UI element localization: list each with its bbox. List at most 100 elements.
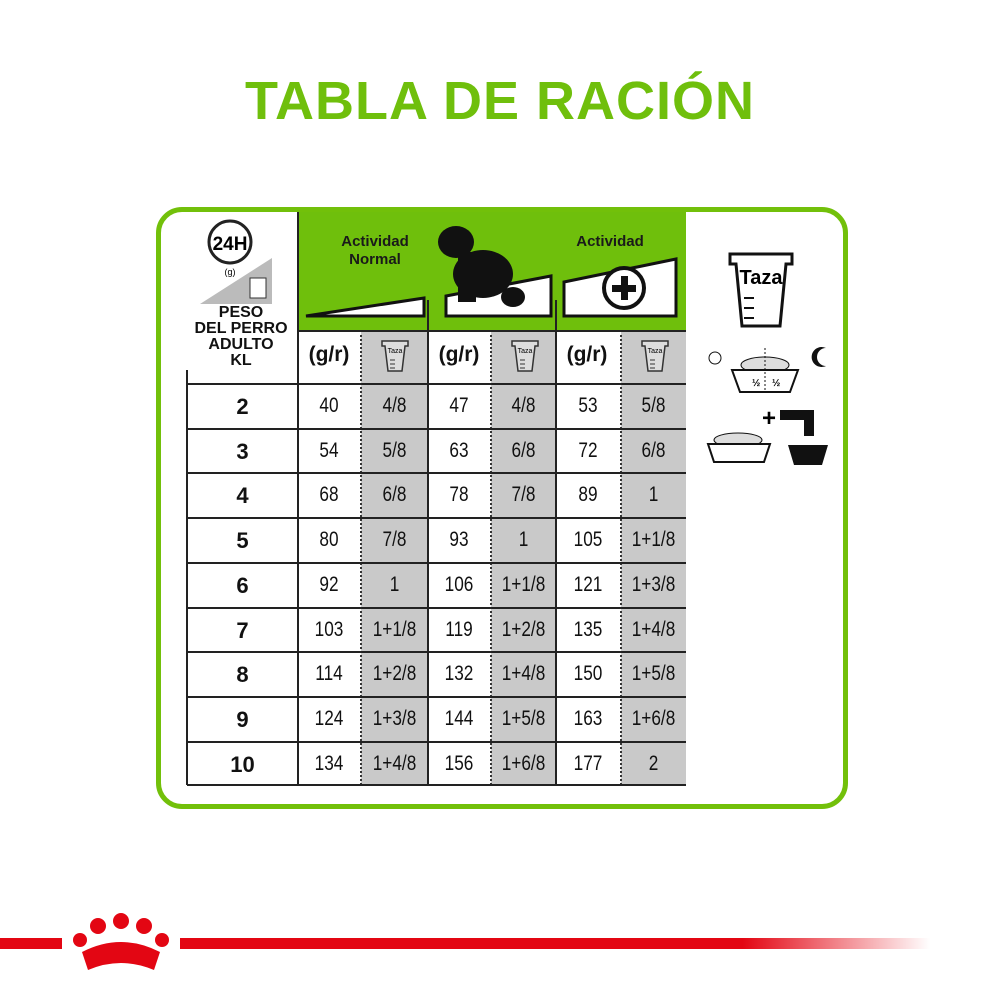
cups-cell: 1+2/8 xyxy=(372,662,417,686)
unit-label: (g/r) xyxy=(438,343,480,366)
label-line: ADULTO xyxy=(208,336,274,353)
brand-bar-right xyxy=(180,938,930,949)
cup-icon: Taza xyxy=(381,340,409,372)
cups-cell: 6/8 xyxy=(382,483,407,507)
cups-cell: 2 xyxy=(648,751,659,775)
dotted-divider xyxy=(360,335,362,785)
label-line: PESO xyxy=(218,304,264,321)
divider xyxy=(555,300,557,785)
svg-text:Taza: Taza xyxy=(518,348,533,355)
grams-cell: 72 xyxy=(578,438,598,462)
cups-cell: 4/8 xyxy=(511,394,536,417)
moon-icon xyxy=(811,347,826,367)
row-divider xyxy=(187,784,686,786)
unit-label: (g/r) xyxy=(308,343,350,366)
cups-cell: 5/8 xyxy=(382,438,407,462)
divider xyxy=(297,212,299,785)
row-divider xyxy=(187,606,686,609)
activity-ramps-icon xyxy=(305,226,678,318)
weight-cell: 8 xyxy=(236,662,249,688)
cups-cell: 1+4/8 xyxy=(372,751,417,775)
cups-cell: 1+4/8 xyxy=(501,662,546,686)
grams-cell: 53 xyxy=(578,394,598,417)
svg-text:Taza: Taza xyxy=(648,348,663,355)
weight-cell: 9 xyxy=(236,706,249,732)
grams-cell: 68 xyxy=(319,483,339,507)
svg-text:½: ½ xyxy=(752,378,760,389)
sun-icon xyxy=(708,351,722,365)
grams-cell: 121 xyxy=(573,572,603,596)
ration-table-frame xyxy=(156,207,848,809)
cups-cell: 1+6/8 xyxy=(631,706,676,730)
grams-cell: 135 xyxy=(573,617,603,641)
grams-cell: 119 xyxy=(445,617,473,641)
grams-cell: 163 xyxy=(573,706,603,730)
row-divider xyxy=(187,472,686,475)
page-title: TABLA DE RACIÓN xyxy=(245,71,755,131)
cups-cell: 1+5/8 xyxy=(501,706,546,730)
divider xyxy=(186,370,188,785)
grams-cell: 132 xyxy=(444,662,474,686)
grams-cell: 177 xyxy=(573,751,603,775)
weight-cell: 7 xyxy=(236,617,249,643)
cups-cell: 6/8 xyxy=(641,438,666,462)
cups-cell: 7/8 xyxy=(382,528,407,552)
dotted-divider xyxy=(490,335,492,785)
cups-cell: 1 xyxy=(389,572,400,596)
grams-cell: 150 xyxy=(573,662,603,686)
weight-cell: 5 xyxy=(236,528,249,554)
cups-cell: 1 xyxy=(518,528,529,552)
label-line: DEL PERRO xyxy=(194,320,288,337)
row-divider xyxy=(187,740,686,743)
cups-cell: 6/8 xyxy=(511,438,536,462)
cups-cell: 1+1/8 xyxy=(372,617,417,641)
grams-cell: 144 xyxy=(444,706,474,730)
svg-text:24H: 24H xyxy=(213,234,248,255)
grams-cell: 93 xyxy=(449,528,469,552)
row-divider xyxy=(187,517,686,520)
cups-cell: 5/8 xyxy=(641,394,666,417)
divider xyxy=(298,330,686,332)
unit-label: (g/r) xyxy=(566,343,608,366)
row-divider xyxy=(187,695,686,698)
grams-cell: 103 xyxy=(314,617,344,641)
cup-icon: Taza xyxy=(641,340,669,372)
cup-icon: Taza xyxy=(728,252,794,328)
svg-text:½: ½ xyxy=(772,378,780,389)
grams-cell: 54 xyxy=(319,438,339,462)
group-label-normal: Actividad Normal xyxy=(341,233,409,268)
cups-cell: 1+3/8 xyxy=(372,706,417,730)
grams-cell: 134 xyxy=(314,751,344,775)
grams-cell: 63 xyxy=(449,438,469,462)
cups-cell: 4/8 xyxy=(382,394,407,417)
cup-icon: Taza xyxy=(511,340,539,372)
weight-cell: 6 xyxy=(236,572,249,598)
grams-cell: 105 xyxy=(573,528,603,552)
svg-text:Taza: Taza xyxy=(388,348,403,355)
grams-cell: 80 xyxy=(319,528,339,552)
cups-cell: 1+1/8 xyxy=(631,528,676,552)
plus-icon: + xyxy=(762,405,776,432)
cups-cell: 1+1/8 xyxy=(501,572,546,596)
cup-column-mid xyxy=(491,331,556,785)
cups-cell: 1+5/8 xyxy=(631,662,676,686)
grams-cell: 92 xyxy=(319,572,339,596)
label-line: KL xyxy=(230,352,252,369)
bowl-icon xyxy=(706,432,772,463)
cups-cell: 1 xyxy=(648,483,659,507)
cups-cell: 1+2/8 xyxy=(501,617,546,641)
grams-cell: 89 xyxy=(578,483,598,507)
svg-text:Taza: Taza xyxy=(740,267,784,289)
grams-cell: 78 xyxy=(449,483,469,507)
weight-cell: 10 xyxy=(230,751,255,777)
grams-cell: 106 xyxy=(444,572,474,596)
cups-cell: 7/8 xyxy=(511,483,536,507)
grams-cell: 156 xyxy=(444,751,474,775)
cups-cell: 1+3/8 xyxy=(631,572,676,596)
weight-cell: 4 xyxy=(236,483,249,509)
row-divider xyxy=(187,561,686,564)
water-tap-icon xyxy=(780,410,828,465)
row-divider xyxy=(187,427,686,430)
